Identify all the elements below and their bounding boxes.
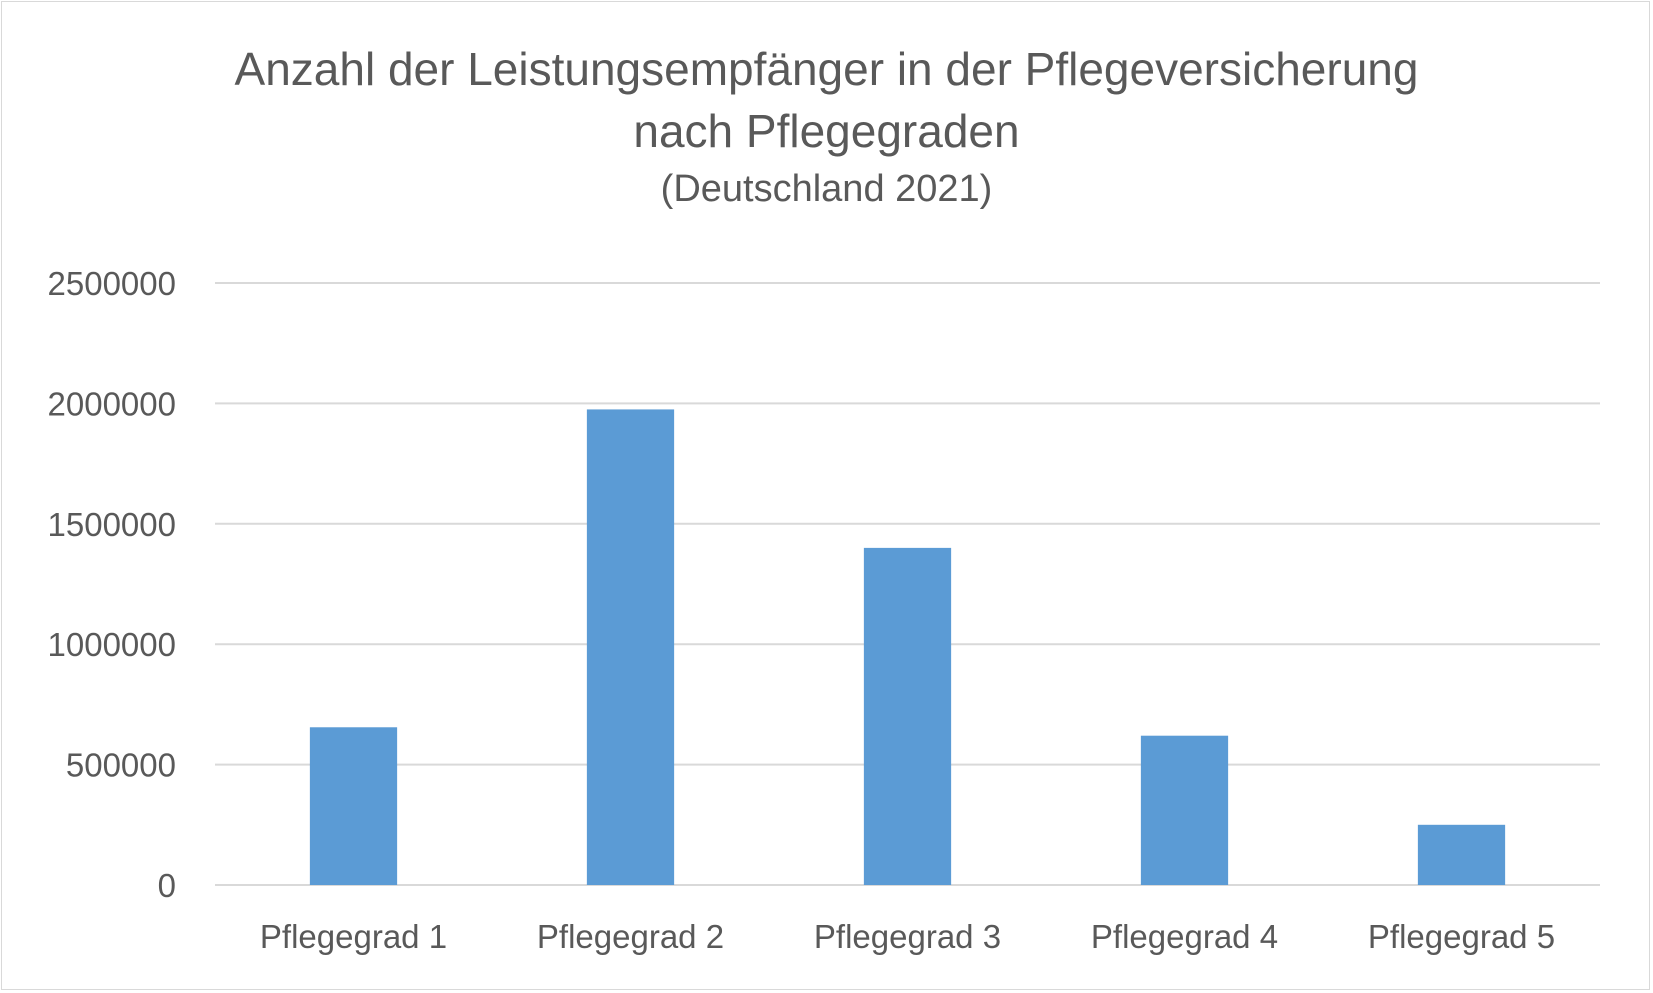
- y-tick-label: 500000: [66, 747, 176, 784]
- x-tick-label: Pflegegrad 3: [814, 918, 1001, 955]
- y-tick-label: 2000000: [48, 385, 176, 422]
- x-tick-label: Pflegegrad 5: [1368, 918, 1555, 955]
- chart-title-line-1: Anzahl der Leistungsempfänger in der Pfl…: [234, 43, 1419, 95]
- bars: [309, 409, 1506, 885]
- y-axis-tick-labels: 0 500000 1000000 1500000 2000000 2500000: [48, 265, 176, 904]
- bar-5: [1417, 824, 1506, 885]
- bar-4: [1140, 735, 1229, 885]
- chart-title-line-2: nach Pflegegraden: [633, 105, 1020, 157]
- chart-title-block: Anzahl der Leistungsempfänger in der Pfl…: [0, 38, 1653, 216]
- chart-subtitle: (Deutschland 2021): [660, 168, 993, 210]
- x-axis-tick-labels: Pflegegrad 1 Pflegegrad 2 Pflegegrad 3 Pfle…: [260, 918, 1555, 955]
- bar-1: [309, 727, 398, 885]
- bar-2: [586, 409, 675, 885]
- x-tick-label: Pflegegrad 1: [260, 918, 447, 955]
- y-tick-label: 1000000: [48, 626, 176, 663]
- y-tick-label: 1500000: [48, 506, 176, 543]
- y-tick-label: 2500000: [48, 265, 176, 302]
- x-tick-label: Pflegegrad 2: [537, 918, 724, 955]
- y-tick-label: 0: [158, 867, 176, 904]
- bar-3: [863, 547, 952, 885]
- x-tick-label: Pflegegrad 4: [1091, 918, 1278, 955]
